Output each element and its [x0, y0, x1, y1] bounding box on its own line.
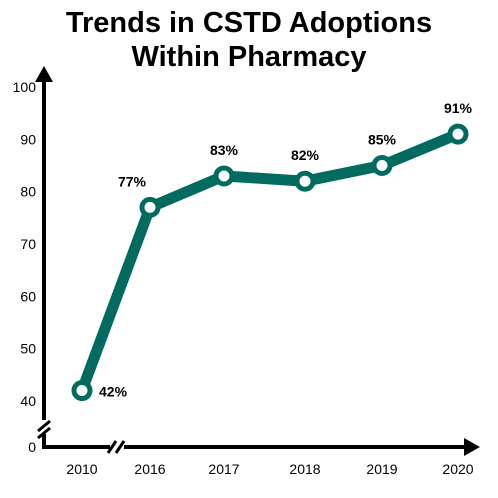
y-tick-label: 70 [20, 236, 36, 252]
y-tick-label: 80 [20, 184, 36, 200]
x-tick-label: 2016 [134, 461, 165, 477]
data-label: 77% [118, 173, 147, 189]
y-axis-break-mark [37, 426, 51, 440]
data-labels: 42% 77% 83% 82% 85% 91% [99, 100, 473, 399]
x-tick-label: 2018 [289, 461, 320, 477]
data-label: 91% [444, 100, 473, 116]
x-axis-ticks: 2010 2016 2017 2018 2019 2020 [66, 461, 473, 477]
axes [35, 66, 480, 456]
chart-title: Trends in CSTD Adoptions Within Pharmacy [0, 6, 498, 74]
data-label: 82% [291, 147, 320, 163]
data-point-marker [371, 155, 393, 176]
data-point-marker [213, 165, 235, 187]
y-tick-label: 40 [20, 393, 36, 409]
y-tick-label: 100 [13, 79, 37, 95]
x-axis-break-mark [114, 440, 126, 454]
x-tick-label: 2019 [366, 461, 397, 477]
chart-title-line-1: Trends in CSTD Adoptions [65, 7, 433, 39]
data-label: 42% [99, 384, 128, 400]
data-label: 83% [210, 142, 239, 158]
x-tick-label: 2017 [208, 461, 239, 477]
y-axis-break-mark [37, 419, 51, 433]
y-tick-label: 0 [28, 439, 36, 455]
y-tick-label: 50 [20, 341, 36, 357]
series [71, 123, 469, 402]
data-point-marker [447, 123, 469, 145]
data-point-marker [139, 196, 161, 218]
x-axis-break-mark [106, 440, 118, 454]
y-axis-arrow [35, 66, 53, 82]
series-line [76, 128, 464, 397]
y-axis-ticks: 0 40 50 60 70 80 90 100 [13, 79, 37, 455]
data-point-marker [294, 170, 316, 192]
y-tick-label: 90 [20, 131, 36, 147]
data-label: 85% [368, 132, 397, 148]
x-tick-label: 2020 [442, 461, 473, 477]
x-tick-label: 2010 [66, 461, 97, 477]
x-axis-arrow [464, 438, 480, 456]
chart-title-line-2: Within Pharmacy [131, 41, 367, 73]
y-tick-label: 60 [20, 288, 36, 304]
data-point-marker [71, 380, 93, 402]
